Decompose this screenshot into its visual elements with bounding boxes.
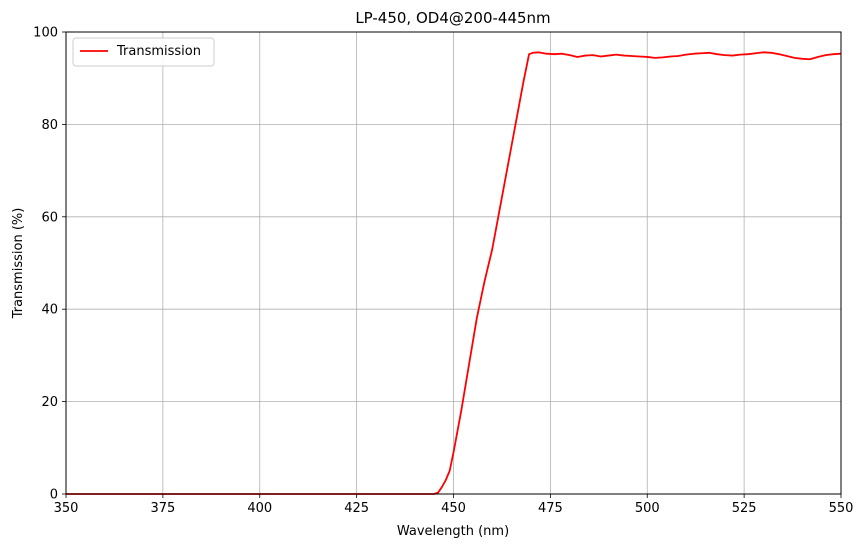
y-tick-label: 60 (41, 210, 58, 225)
y-tick-label: 100 (33, 26, 58, 41)
chart-title: LP-450, OD4@200-445nm (355, 9, 550, 27)
x-tick-label: 525 (732, 501, 757, 516)
x-tick-label: 475 (538, 501, 563, 516)
y-tick-label: 20 (41, 395, 58, 410)
legend: Transmission (72, 37, 215, 67)
legend-box (72, 37, 215, 67)
x-tick-label: 450 (441, 501, 466, 516)
x-tick-label: 400 (247, 501, 272, 516)
y-axis-label: Transmission (%) (11, 208, 26, 320)
x-axis-label: Wavelength (nm) (397, 524, 509, 539)
x-tick-label: 425 (344, 501, 369, 516)
x-tick-label: 500 (635, 501, 660, 516)
y-tick-label: 40 (41, 303, 58, 318)
y-tick-label: 80 (41, 118, 58, 133)
legend-label-transmission: Transmission (116, 44, 201, 59)
y-tick-label: 0 (50, 488, 58, 503)
x-tick-label: 550 (829, 501, 854, 516)
grid-lines (65, 31, 842, 495)
x-tick-label: 375 (150, 501, 175, 516)
x-tick-label: 350 (54, 501, 79, 516)
tick-layer: 350 375 400 425 450 475 500 525 550 0 20 40 60 80 100 (33, 26, 853, 517)
series-layer (66, 51, 842, 495)
series-line-transmission (66, 51, 842, 495)
